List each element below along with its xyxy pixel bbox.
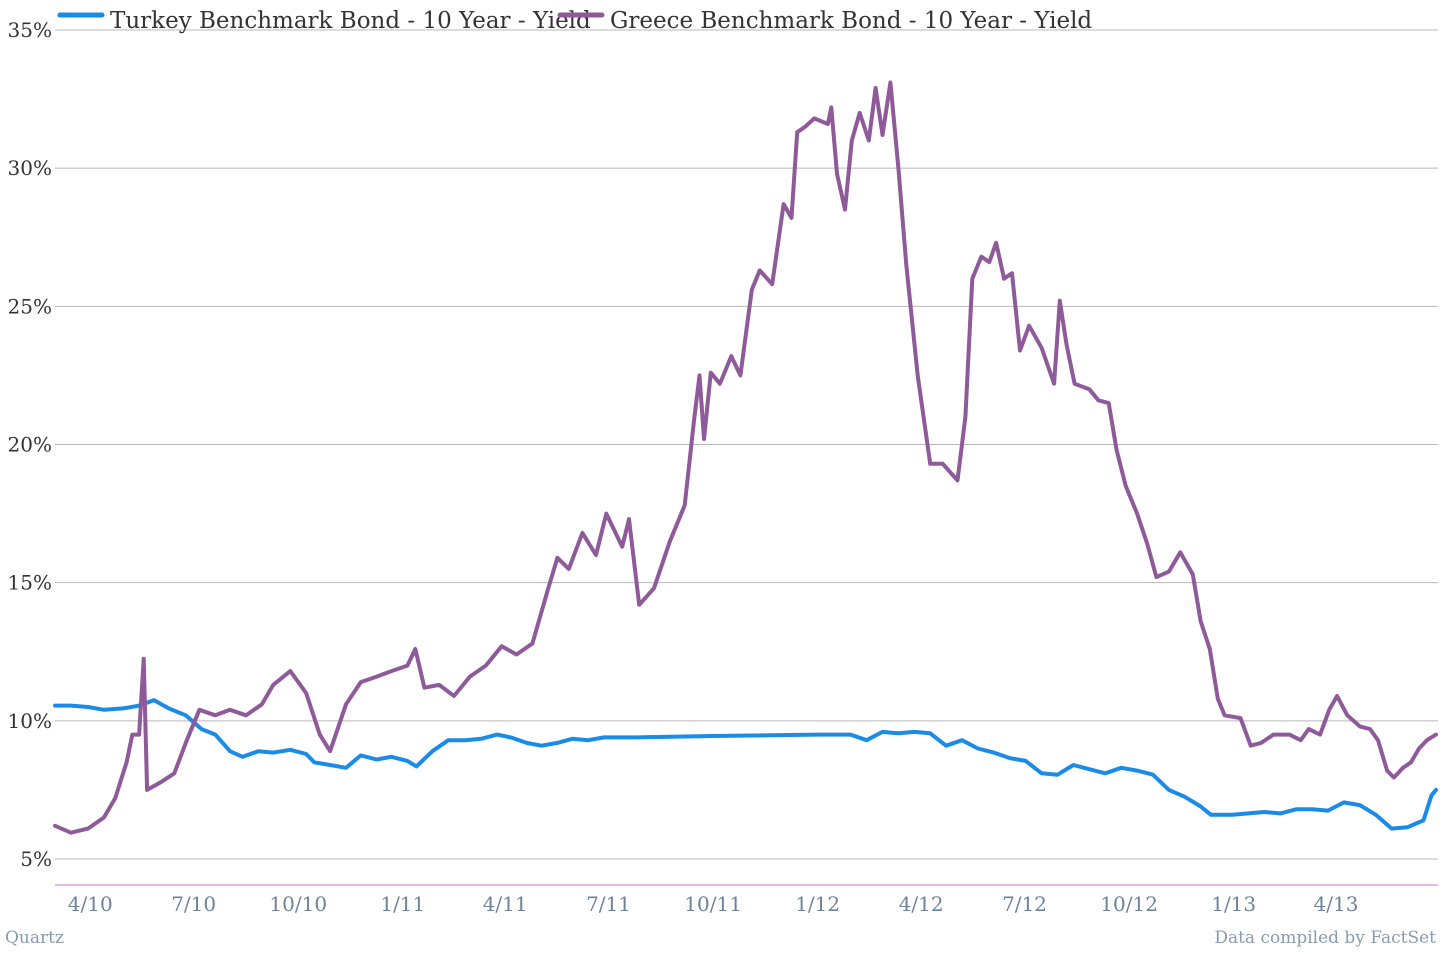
y-tick-label: 25% bbox=[8, 294, 52, 318]
x-tick-label: 10/12 bbox=[1100, 892, 1158, 916]
series-line-1 bbox=[53, 80, 1438, 835]
x-tick-label: 1/12 bbox=[795, 892, 840, 916]
x-tick-label: 7/12 bbox=[1002, 892, 1047, 916]
y-axis-tick-labels: 5% 10% 15% 20% 25% 30% 35% bbox=[8, 18, 52, 871]
x-tick-label: 7/10 bbox=[171, 892, 216, 916]
x-tick-label: 4/12 bbox=[899, 892, 944, 916]
x-tick-label: 4/11 bbox=[483, 892, 528, 916]
x-tick-label: 7/11 bbox=[586, 892, 631, 916]
series-lines bbox=[53, 80, 1438, 835]
x-axis-tick-labels: 4/10 7/10 10/10 1/11 4/11 7/11 10/11 1/12 4/12 7/… bbox=[68, 892, 1359, 916]
y-tick-label: 15% bbox=[8, 571, 52, 595]
x-tick-label: 1/13 bbox=[1211, 892, 1256, 916]
source-label-left: Quartz bbox=[5, 928, 64, 948]
legend-label-1: Greece Benchmark Bond - 10 Year - Yield bbox=[610, 8, 1092, 34]
source-label-right: Data compiled by FactSet bbox=[1214, 928, 1436, 948]
series-line-0 bbox=[53, 698, 1438, 831]
y-tick-label: 20% bbox=[8, 433, 52, 457]
x-tick-label: 4/13 bbox=[1314, 892, 1359, 916]
x-tick-label: 1/11 bbox=[380, 892, 425, 916]
y-tick-label: 10% bbox=[8, 709, 52, 733]
x-tick-label: 10/11 bbox=[684, 892, 742, 916]
y-tick-label: 5% bbox=[20, 847, 52, 871]
gridlines bbox=[55, 29, 1438, 860]
x-tick-label: 10/10 bbox=[269, 892, 327, 916]
x-tick-label: 4/10 bbox=[68, 892, 113, 916]
y-tick-label: 30% bbox=[8, 156, 52, 180]
y-tick-label: 35% bbox=[8, 18, 52, 42]
legend: Turkey Benchmark Bond - 10 Year - Yield G… bbox=[57, 8, 1092, 34]
legend-label-0: Turkey Benchmark Bond - 10 Year - Yield bbox=[110, 8, 591, 34]
